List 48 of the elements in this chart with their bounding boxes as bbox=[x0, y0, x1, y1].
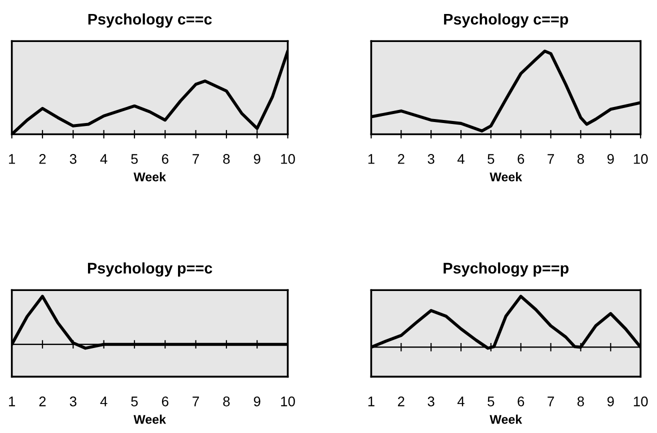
x-tick-label: 4 bbox=[457, 154, 464, 164]
x-tick-label: 3 bbox=[428, 396, 434, 406]
x-axis-title: Week bbox=[134, 172, 166, 182]
x-tick-label: 1 bbox=[368, 396, 374, 406]
x-tick-label: 3 bbox=[70, 396, 76, 406]
chart-title: Psychology p==p bbox=[444, 262, 569, 277]
x-tick-label: 1 bbox=[9, 396, 16, 406]
x-tick-label: 7 bbox=[192, 154, 199, 164]
x-tick-label: 1 bbox=[368, 154, 374, 164]
x-tick-label: 10 bbox=[634, 396, 648, 406]
x-tick-label: 5 bbox=[488, 154, 494, 164]
x-tick-label: 8 bbox=[223, 154, 230, 164]
x-tick-label: 2 bbox=[398, 396, 404, 406]
x-axis-title: Week bbox=[490, 172, 522, 182]
x-tick-label: 4 bbox=[100, 154, 108, 164]
x-tick-label: 7 bbox=[548, 396, 554, 406]
chart-title: Psychology p==c bbox=[88, 262, 212, 277]
x-tick-label: 7 bbox=[192, 396, 199, 406]
x-tick-label: 4 bbox=[457, 396, 464, 406]
x-tick-label: 6 bbox=[162, 396, 168, 406]
x-tick-label: 8 bbox=[577, 154, 584, 164]
x-tick-label: 7 bbox=[548, 154, 554, 164]
x-tick-label: 8 bbox=[223, 396, 230, 406]
x-tick-label: 6 bbox=[518, 154, 524, 164]
x-tick-label: 4 bbox=[100, 396, 108, 406]
x-tick-label: 10 bbox=[281, 396, 295, 406]
x-tick-label: 10 bbox=[281, 154, 295, 164]
x-tick-label: 9 bbox=[254, 396, 260, 406]
x-tick-label: 2 bbox=[39, 154, 46, 164]
x-tick-label: 5 bbox=[131, 396, 138, 406]
x-tick-label: 9 bbox=[607, 396, 614, 406]
chart-title: Psychology c==c bbox=[88, 13, 212, 28]
x-tick-label: 2 bbox=[398, 154, 404, 164]
x-tick-label: 10 bbox=[634, 154, 648, 164]
x-tick-label: 3 bbox=[428, 154, 434, 164]
x-tick-label: 5 bbox=[131, 154, 138, 164]
x-tick-label: 9 bbox=[607, 154, 614, 164]
x-axis-title: Week bbox=[134, 414, 166, 424]
x-tick-label: 5 bbox=[488, 396, 494, 406]
x-tick-label: 1 bbox=[9, 154, 16, 164]
chart-title: Psychology c==p bbox=[444, 13, 568, 28]
x-tick-label: 8 bbox=[577, 396, 584, 406]
x-tick-label: 6 bbox=[518, 396, 524, 406]
x-tick-label: 9 bbox=[254, 154, 260, 164]
x-axis-title: Week bbox=[490, 414, 522, 424]
x-tick-label: 6 bbox=[162, 154, 168, 164]
x-tick-label: 2 bbox=[39, 396, 46, 406]
x-tick-label: 3 bbox=[70, 154, 76, 164]
